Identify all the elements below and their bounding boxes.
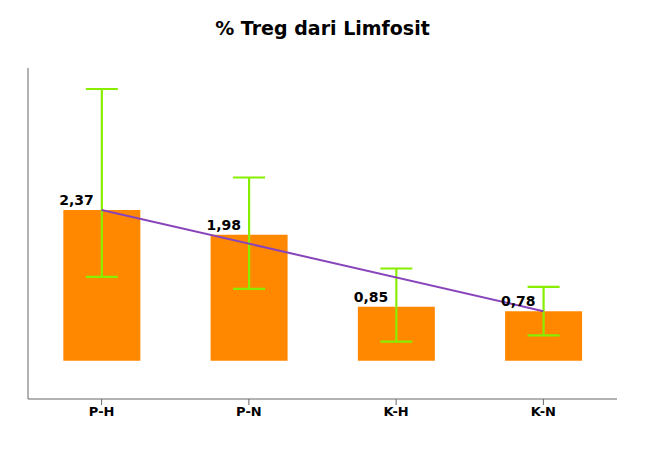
- svg-text:P-H: P-H: [89, 404, 115, 419]
- svg-text:2,37: 2,37: [59, 192, 94, 208]
- svg-text:0,85: 0,85: [354, 289, 389, 305]
- svg-text:P-N: P-N: [236, 404, 262, 419]
- svg-text:1,98: 1,98: [207, 217, 242, 233]
- html-text:% Treg dari Limfosit: % Treg dari Limfosit: [215, 17, 430, 39]
- svg-text:K-H: K-H: [384, 404, 409, 419]
- svg-text:K-N: K-N: [531, 404, 556, 419]
- svg-text:0,78: 0,78: [501, 293, 536, 309]
